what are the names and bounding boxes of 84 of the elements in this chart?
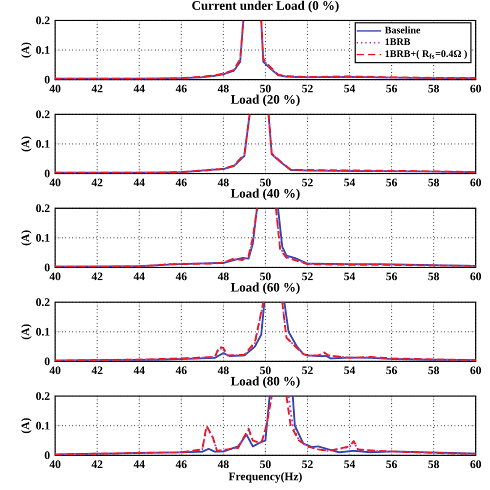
x-tick-label: 56: [386, 366, 397, 374]
x-tick-label: 44: [134, 178, 145, 186]
legend-label: Baseline: [384, 26, 420, 34]
x-tick-label: 40: [50, 84, 60, 92]
x-tick-label: 48: [218, 366, 229, 374]
y-tick-label: 0.2: [36, 16, 50, 24]
x-tick-label: 58: [428, 178, 440, 186]
x-tick-label: 44: [134, 272, 145, 280]
y-tick-label: 0: [44, 76, 50, 84]
y-tick-label: 0.2: [36, 392, 50, 400]
x-tick-label: 46: [176, 84, 187, 92]
legend-label: 1BRB: [386, 38, 410, 45]
x-tick-label: 60: [470, 366, 482, 374]
y-tick-label: 0: [44, 451, 50, 460]
x-tick-label: 40: [50, 272, 60, 280]
y-tick-label: 0.1: [36, 140, 50, 148]
x-tick-label: 50: [260, 460, 271, 468]
chart-title: Load (40 %): [230, 188, 300, 200]
y-tick-label: 0.2: [36, 298, 50, 306]
x-tick-label: 52: [302, 272, 313, 280]
x-tick-label: 60: [470, 84, 482, 92]
x-tick-label: 58: [428, 84, 440, 92]
y-axis-title: (A): [21, 324, 32, 340]
x-tick-label: 52: [302, 84, 313, 92]
x-tick-label: 48: [218, 84, 229, 92]
x-tick-label: 42: [92, 178, 102, 186]
x-tick-label: 54: [344, 366, 356, 374]
y-axis-title: (A): [21, 136, 32, 152]
y-tick-label: 0.1: [36, 328, 50, 336]
y-axis-title: (A): [21, 418, 32, 434]
x-tick-label: 44: [134, 84, 145, 92]
chart-title: Current under Load (0 %): [192, 0, 339, 12]
x-tick-label: 42: [92, 272, 102, 280]
x-tick-label: 46: [176, 178, 187, 186]
y-tick-label: 0: [44, 358, 50, 366]
y-tick-label: 0.1: [36, 422, 50, 430]
x-tick-label: 42: [92, 366, 102, 374]
x-tick-label: 52: [302, 366, 313, 374]
x-tick-label: 48: [218, 178, 229, 186]
x-tick-label: 58: [428, 272, 440, 280]
x-tick-label: 48: [218, 272, 229, 280]
x-tick-label: 44: [134, 366, 145, 374]
x-tick-label: 48: [218, 460, 229, 468]
chart-title: Load (20 %): [230, 94, 300, 106]
x-tick-label: 56: [386, 460, 397, 468]
x-tick-label: 58: [428, 460, 440, 468]
x-tick-label: 50: [260, 272, 271, 280]
x-tick-label: 60: [470, 272, 482, 280]
x-tick-label: 46: [176, 460, 187, 468]
y-axis-title: (A): [21, 230, 32, 246]
x-tick-label: 46: [176, 272, 187, 280]
x-tick-label: 50: [260, 84, 271, 92]
x-tick-label: 56: [386, 84, 397, 92]
x-tick-label: 58: [428, 366, 440, 374]
y-tick-label: 0: [44, 170, 50, 178]
chart-title: Load (80 %): [230, 376, 300, 388]
x-tick-label: 56: [386, 178, 397, 186]
legend-label: 1BRB+( R$_{fs}$=0.4Ω ): [386, 50, 467, 60]
x-tick-label: 46: [176, 366, 187, 374]
y-tick-label: 0.2: [36, 110, 50, 118]
x-tick-label: 54: [344, 272, 356, 280]
x-tick-label: 54: [344, 178, 356, 186]
x-tick-label: 42: [92, 84, 102, 92]
y-tick-label: 0.1: [36, 234, 50, 242]
chart-title: Load (60 %): [230, 282, 300, 294]
y-axis-title: (A): [21, 42, 32, 58]
x-tick-label: 60: [470, 460, 482, 468]
y-tick-label: 0.1: [36, 46, 50, 54]
x-tick-label: 52: [302, 178, 313, 186]
x-axis-title: Frequency(Hz): [228, 472, 302, 483]
x-tick-label: 50: [260, 178, 271, 186]
x-tick-label: 42: [92, 460, 102, 468]
x-tick-label: 54: [344, 460, 356, 468]
x-tick-label: 40: [50, 366, 60, 374]
x-tick-label: 56: [386, 272, 397, 280]
x-tick-label: 40: [50, 460, 60, 468]
x-tick-label: 60: [470, 178, 482, 186]
y-tick-label: 0.2: [36, 204, 50, 212]
x-tick-label: 44: [134, 460, 145, 468]
y-tick-label: 0: [44, 264, 50, 272]
x-tick-label: 40: [50, 178, 60, 186]
x-tick-label: 52: [302, 460, 313, 468]
x-tick-label: 50: [260, 366, 271, 374]
x-tick-label: 54: [344, 84, 356, 92]
